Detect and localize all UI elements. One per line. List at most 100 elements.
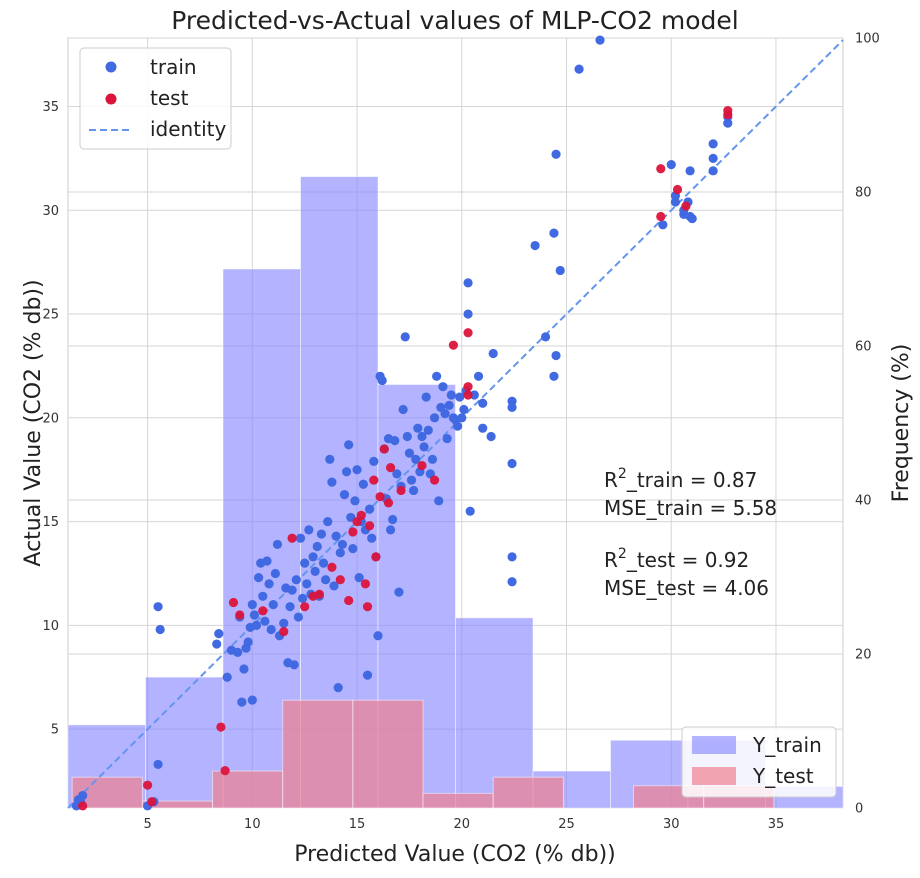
r2-test-text: R2_test = 0.92 (604, 546, 749, 572)
x-tick-25: 25 (558, 817, 575, 832)
y2-tick-20: 20 (855, 648, 872, 663)
test-point-15 (344, 595, 354, 606)
test-point-12 (314, 589, 324, 599)
train-point-146 (658, 220, 668, 230)
test-point-0 (78, 801, 88, 811)
train-point-3 (78, 790, 88, 801)
train-point-47 (304, 525, 314, 535)
train-point-20 (247, 695, 257, 705)
train-point-62 (335, 548, 345, 558)
train-point-131 (488, 348, 498, 359)
train-point-125 (465, 506, 475, 516)
train-point-38 (285, 602, 295, 612)
train-point-139 (549, 228, 559, 238)
train-point-99 (413, 423, 423, 433)
y-tick-20: 20 (42, 411, 59, 426)
test-point-9 (287, 533, 297, 543)
train-point-68 (348, 543, 358, 554)
train-point-157 (708, 153, 718, 163)
train-point-142 (551, 350, 561, 361)
train-point-57 (325, 454, 335, 464)
train-point-49 (308, 552, 318, 562)
hist-test-bars (71, 699, 775, 809)
test-point-8 (279, 626, 289, 637)
test-point-16 (348, 527, 358, 537)
x-tick-15: 15 (349, 817, 366, 832)
train-point-13 (233, 647, 243, 657)
hist-test-bar-6 (492, 776, 564, 809)
train-point-137 (530, 240, 540, 251)
train-point-53 (316, 529, 327, 539)
test-point-21 (365, 521, 375, 531)
train-point-127 (473, 371, 484, 381)
train-point-156 (708, 166, 718, 176)
train-point-77 (367, 533, 377, 543)
train-point-102 (419, 442, 429, 452)
train-point-21 (247, 600, 257, 610)
hist-train-bar-1 (145, 676, 224, 809)
train-point-46 (302, 579, 312, 589)
train-point-33 (272, 539, 283, 550)
mse-train-text: MSE_train = 5.58 (604, 496, 777, 520)
test-point-2 (147, 797, 157, 807)
y-tick-5: 5 (51, 723, 59, 738)
test-point-22 (369, 475, 379, 485)
y-tick-10: 10 (42, 619, 59, 634)
test-point-32 (463, 328, 473, 338)
x-axis-label: Predicted Value (CO2 (% db)) (294, 842, 616, 867)
test-point-27 (385, 463, 396, 473)
train-point-89 (392, 469, 402, 479)
train-point-97 (409, 485, 419, 496)
train-point-23 (251, 620, 262, 630)
train-point-58 (327, 477, 337, 487)
test-point-20 (362, 602, 373, 612)
test-point-19 (360, 579, 371, 589)
train-point-136 (507, 577, 517, 587)
y2-axis-label: Frequency (%) (889, 344, 914, 503)
train-point-80 (373, 631, 383, 641)
train-point-123 (463, 309, 473, 319)
train-point-140 (549, 371, 559, 381)
test-point-30 (429, 475, 440, 485)
y-tick-30: 30 (42, 204, 59, 219)
train-point-103 (421, 392, 431, 402)
train-point-95 (404, 448, 415, 458)
train-point-153 (685, 166, 695, 176)
train-point-27 (260, 616, 270, 626)
test-point-10 (300, 602, 310, 612)
train-point-96 (406, 475, 417, 485)
train-point-11 (222, 672, 232, 682)
hist-test-bar-4 (352, 699, 424, 809)
test-point-14 (335, 575, 345, 585)
train-point-44 (297, 593, 308, 603)
train-point-39 (287, 585, 297, 595)
y2-tick-40: 40 (855, 494, 872, 509)
train-point-109 (434, 496, 444, 506)
train-point-50 (310, 566, 320, 576)
test-point-1 (142, 780, 153, 790)
test-point-28 (396, 485, 406, 496)
x-axis-ticks: 5 10 15 20 25 30 35 (143, 817, 784, 832)
train-point-158 (708, 139, 718, 149)
train-point-35 (279, 618, 289, 628)
train-point-120 (457, 413, 467, 423)
train-point-126 (469, 390, 479, 400)
mse-test-text: MSE_test = 4.06 (604, 576, 769, 600)
y2-tick-100: 100 (855, 32, 880, 47)
train-point-129 (478, 423, 488, 433)
legend-y-train-marker (692, 736, 736, 754)
train-point-51 (312, 541, 322, 552)
train-point-115 (446, 390, 456, 400)
train-point-155 (687, 213, 697, 224)
train-point-73 (358, 479, 368, 489)
train-point-24 (254, 573, 264, 583)
legend-y-train-label: Y_train (752, 733, 822, 757)
train-point-90 (394, 587, 404, 597)
train-point-32 (270, 568, 280, 579)
x-tick-5: 5 (143, 817, 151, 832)
train-point-28 (262, 556, 272, 566)
train-point-55 (321, 575, 331, 585)
train-point-9 (212, 639, 222, 649)
train-point-143 (555, 265, 565, 276)
